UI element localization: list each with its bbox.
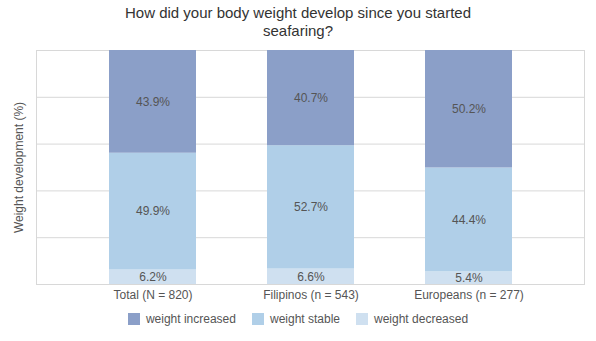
svg-text:Total (N = 820): Total (N = 820) bbox=[113, 288, 192, 302]
svg-text:44.4%: 44.4% bbox=[452, 213, 486, 227]
svg-text:Weight development (%): Weight development (%) bbox=[12, 102, 26, 233]
svg-text:52.7%: 52.7% bbox=[294, 200, 328, 214]
svg-text:6.6%: 6.6% bbox=[297, 270, 325, 284]
svg-text:Europeans (n = 277): Europeans (n = 277) bbox=[414, 288, 524, 302]
html-text:weight stable: weight stable bbox=[270, 312, 340, 326]
svg-text:40.7%: 40.7% bbox=[294, 91, 328, 105]
svg-text:Filipinos (n = 543): Filipinos (n = 543) bbox=[263, 288, 359, 302]
html-text:How did your body weight devel: How did your body weight develop since y… bbox=[125, 4, 471, 39]
html-text:weight increased: weight increased bbox=[145, 312, 236, 326]
svg-text:50.2%: 50.2% bbox=[452, 102, 486, 116]
html-text:weight decreased: weight decreased bbox=[374, 312, 469, 326]
svg-text:5.4%: 5.4% bbox=[455, 271, 483, 285]
svg-text:43.9%: 43.9% bbox=[136, 95, 170, 109]
svg-text:6.2%: 6.2% bbox=[139, 270, 167, 284]
svg-text:49.9%: 49.9% bbox=[136, 204, 170, 218]
